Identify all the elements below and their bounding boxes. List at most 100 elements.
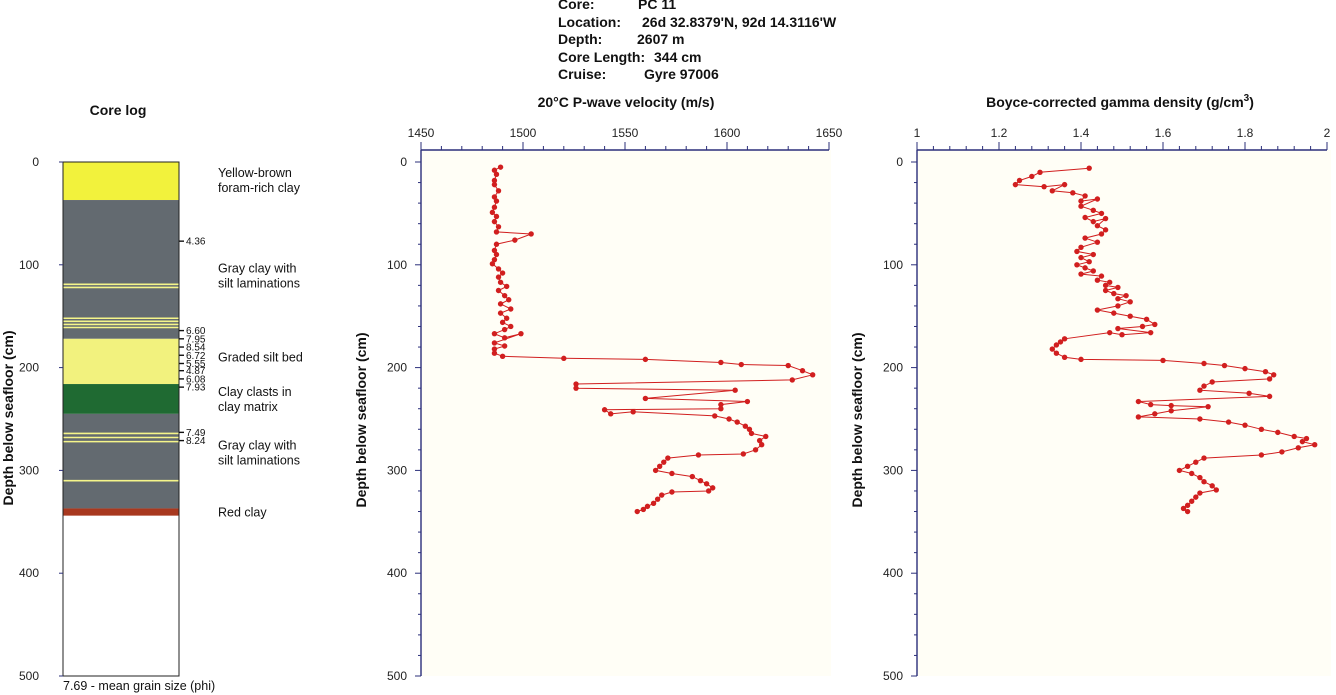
p-wave-data-point — [726, 416, 732, 422]
p-wave-data-point — [491, 340, 498, 346]
gamma-data-point — [1115, 325, 1121, 332]
depth-row: Depth: 2607 m — [558, 31, 836, 49]
p-wave-data-point — [489, 261, 496, 267]
p-wave-data-point — [493, 171, 500, 178]
gamma-data-point — [1102, 215, 1109, 222]
grain-size-label: 8.54 — [186, 343, 206, 354]
location-row: Location: 26d 32.8379'N, 92d 14.3116'W — [558, 14, 836, 32]
gamma-data-point — [1115, 303, 1121, 309]
p-wave-data-point — [491, 350, 498, 356]
gamma-data-point — [1266, 393, 1273, 400]
p-wave-x-tick-label: 1650 — [816, 126, 843, 140]
gamma-y-tick-label: 0 — [896, 155, 903, 169]
gamma-data-point — [1061, 181, 1068, 188]
gamma-data-point — [1074, 248, 1080, 255]
gamma-density-panel: Boyce-corrected gamma density (g/cm3) De… — [849, 93, 1331, 683]
gamma-data-point — [1299, 438, 1306, 445]
p-wave-data-point — [799, 367, 806, 374]
gamma-data-point — [1197, 416, 1203, 422]
p-wave-data-point — [491, 330, 498, 337]
p-wave-y-tick-label: 300 — [387, 463, 407, 477]
p-wave-data-point — [763, 433, 769, 440]
p-wave-x-tick-label: 1600 — [714, 126, 741, 140]
p-wave-data-point — [650, 500, 657, 506]
p-wave-data-point — [501, 292, 508, 299]
p-wave-data-point — [695, 452, 702, 458]
p-wave-data-point — [561, 355, 567, 362]
p-wave-data-point — [491, 204, 498, 210]
gamma-data-point — [1205, 403, 1211, 410]
p-wave-data-point — [499, 319, 506, 326]
grain-size-label: 5.55 — [186, 359, 206, 370]
gamma-data-point — [1242, 365, 1248, 372]
gamma-data-point — [1152, 411, 1158, 417]
core-length-value: 344 cm — [654, 48, 702, 65]
gamma-data-point — [1189, 498, 1195, 504]
core-log-y-tick-label: 100 — [19, 258, 39, 272]
gamma-data-point — [1221, 362, 1228, 369]
core-log-frame — [62, 161, 180, 677]
gamma-data-point — [1225, 419, 1232, 425]
p-wave-data-point — [665, 455, 671, 461]
p-wave-data-point — [495, 188, 502, 194]
p-wave-data-point — [508, 323, 514, 330]
gamma-data-point — [1148, 329, 1154, 336]
p-wave-data-point — [661, 459, 667, 465]
gamma-y-tick-label: 100 — [883, 258, 903, 272]
p-wave-data-point — [518, 330, 524, 337]
p-wave-data-point — [497, 164, 504, 170]
gamma-data-point — [1303, 435, 1310, 442]
gamma-data-point — [1074, 262, 1080, 268]
gamma-data-point — [1098, 273, 1105, 279]
gamma-data-point — [1168, 408, 1174, 414]
p-wave-plot-area — [421, 150, 831, 676]
core-layer-gray — [63, 413, 179, 509]
gamma-data-point — [1102, 287, 1109, 294]
p-wave-data-point — [491, 256, 498, 263]
grain-size-label: 6.60 — [186, 326, 206, 337]
core-log-panel: Core log Depth below seafloor (cm) 0 100 2… — [0, 102, 303, 693]
gamma-data-point — [1094, 196, 1101, 202]
gamma-data-point — [1094, 239, 1101, 245]
p-wave-data-point — [809, 372, 816, 378]
gamma-data-point — [1082, 214, 1088, 221]
layer-description: clay matrix — [218, 400, 278, 414]
depth-value: 2607 m — [637, 31, 685, 47]
layer-description: silt laminations — [218, 277, 300, 291]
p-wave-data-point — [501, 326, 508, 333]
p-wave-data-point — [656, 463, 663, 469]
p-wave-data-point — [495, 274, 502, 280]
layer-description: Gray clay with — [218, 262, 297, 276]
gamma-data-point — [1082, 193, 1088, 199]
gamma-x-tick-label: 1 — [914, 126, 921, 140]
grain-size-label: 6.72 — [186, 351, 206, 362]
gamma-data-point — [1094, 277, 1101, 283]
p-wave-data-point — [644, 503, 651, 510]
p-wave-data-point — [630, 409, 636, 415]
p-wave-data-point — [573, 381, 579, 387]
layer-description: Yellow-brown — [218, 166, 292, 180]
layer-description: silt laminations — [218, 453, 300, 467]
gamma-data-point — [1184, 508, 1191, 515]
p-wave-data-point — [491, 194, 498, 200]
layer-description: Gray clay with — [218, 438, 297, 452]
gamma-data-point — [1078, 244, 1084, 251]
gamma-x-tick-label: 1.4 — [1073, 126, 1090, 140]
core-length-row: Core Length: 344 cm — [558, 49, 836, 67]
core-value: PC 11 — [638, 0, 677, 12]
p-wave-data-point — [512, 237, 518, 243]
gamma-data-point — [1061, 354, 1068, 361]
p-wave-velocity-panel: 20°C P-wave velocity (m/s) Depth below s… — [353, 94, 843, 683]
gamma-title: Boyce-corrected gamma density (g/cm3) — [986, 93, 1254, 110]
gamma-data-point — [1184, 463, 1191, 469]
gamma-data-point — [1193, 494, 1199, 500]
gamma-x-tick-label: 1.8 — [1237, 126, 1254, 140]
p-wave-data-point — [493, 198, 500, 204]
core-layer-green — [63, 384, 179, 414]
layer-description: Clay clasts in — [218, 385, 292, 399]
grain-size-label: 8.24 — [186, 436, 206, 447]
gamma-data-point — [1094, 223, 1101, 229]
p-wave-data-point — [495, 224, 502, 230]
gamma-data-point — [1201, 479, 1207, 485]
